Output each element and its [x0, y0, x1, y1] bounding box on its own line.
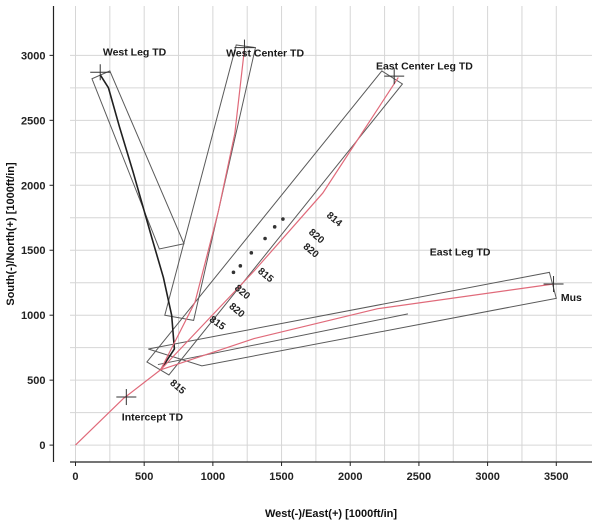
td-markers: [90, 39, 564, 406]
x-tick-label: 3000: [475, 471, 499, 483]
survey-point: [281, 217, 285, 221]
corridor-east-center-box: [146, 70, 404, 376]
x-tick-label: 0: [72, 471, 78, 483]
corridor-west-leg-box: [91, 70, 185, 250]
y-tick-label: 1000: [21, 310, 45, 322]
survey-point: [249, 251, 254, 255]
annotation-west-leg-td: West Leg TD: [103, 46, 167, 58]
grid: [70, 6, 592, 462]
x-tick-label: 500: [135, 471, 153, 483]
x-tick-label: 1500: [269, 471, 293, 483]
annotation-intercept-td: Intercept TD: [122, 411, 184, 423]
survey-point: [231, 270, 236, 275]
depth-label: 820: [227, 301, 247, 320]
well-paths: [75, 48, 554, 446]
x-tick-label: 2000: [338, 471, 362, 483]
tick-labels: 0 500 1000 1500 2000 2500 3000 3500 0 500 1000 1500…: [21, 50, 569, 483]
depth-label: 820: [232, 283, 252, 302]
y-tick-label: 3000: [21, 50, 45, 62]
path-west-center: [160, 48, 246, 371]
path-east-center: [160, 77, 399, 371]
survey-point: [272, 225, 277, 229]
y-tick-label: 2500: [21, 115, 45, 127]
axes: [52, 6, 592, 463]
corridor-east-leg-inner: [157, 313, 409, 366]
y-tick-label: 0: [39, 440, 45, 452]
x-tick-label: 1000: [201, 471, 225, 483]
y-axis-label: South(-)/North(+) [1000ft/in]: [5, 162, 17, 306]
y-tick-label: 1500: [21, 245, 45, 257]
corridor-west-center-box: [164, 44, 257, 321]
survey-point: [263, 236, 267, 241]
y-tick-label: 500: [27, 375, 45, 387]
annotation-east-center-td: East Center Leg TD: [376, 61, 473, 73]
annotation-west-center-td: West Center TD: [226, 48, 304, 60]
survey-point: [238, 264, 243, 268]
x-axis-label: West(-)/East(+) [1000ft/in]: [265, 508, 397, 520]
annotation-mus: Mus: [561, 292, 582, 304]
depth-label: 814: [324, 210, 344, 229]
path-west-leg: [99, 74, 176, 371]
x-tick-label: 2500: [407, 471, 431, 483]
annotations: West Leg TD West Center TD East Center Leg…: [103, 46, 582, 423]
corridor-east-leg-box: [148, 271, 557, 367]
y-tick-label: 2000: [21, 180, 45, 192]
x-tick-label: 3500: [544, 471, 568, 483]
path-main: [75, 369, 162, 446]
depth-label: 815: [167, 378, 187, 397]
path-east-leg: [160, 283, 554, 371]
annotation-east-leg-td: East Leg TD: [430, 246, 491, 258]
corridor-boxes: [91, 44, 557, 376]
